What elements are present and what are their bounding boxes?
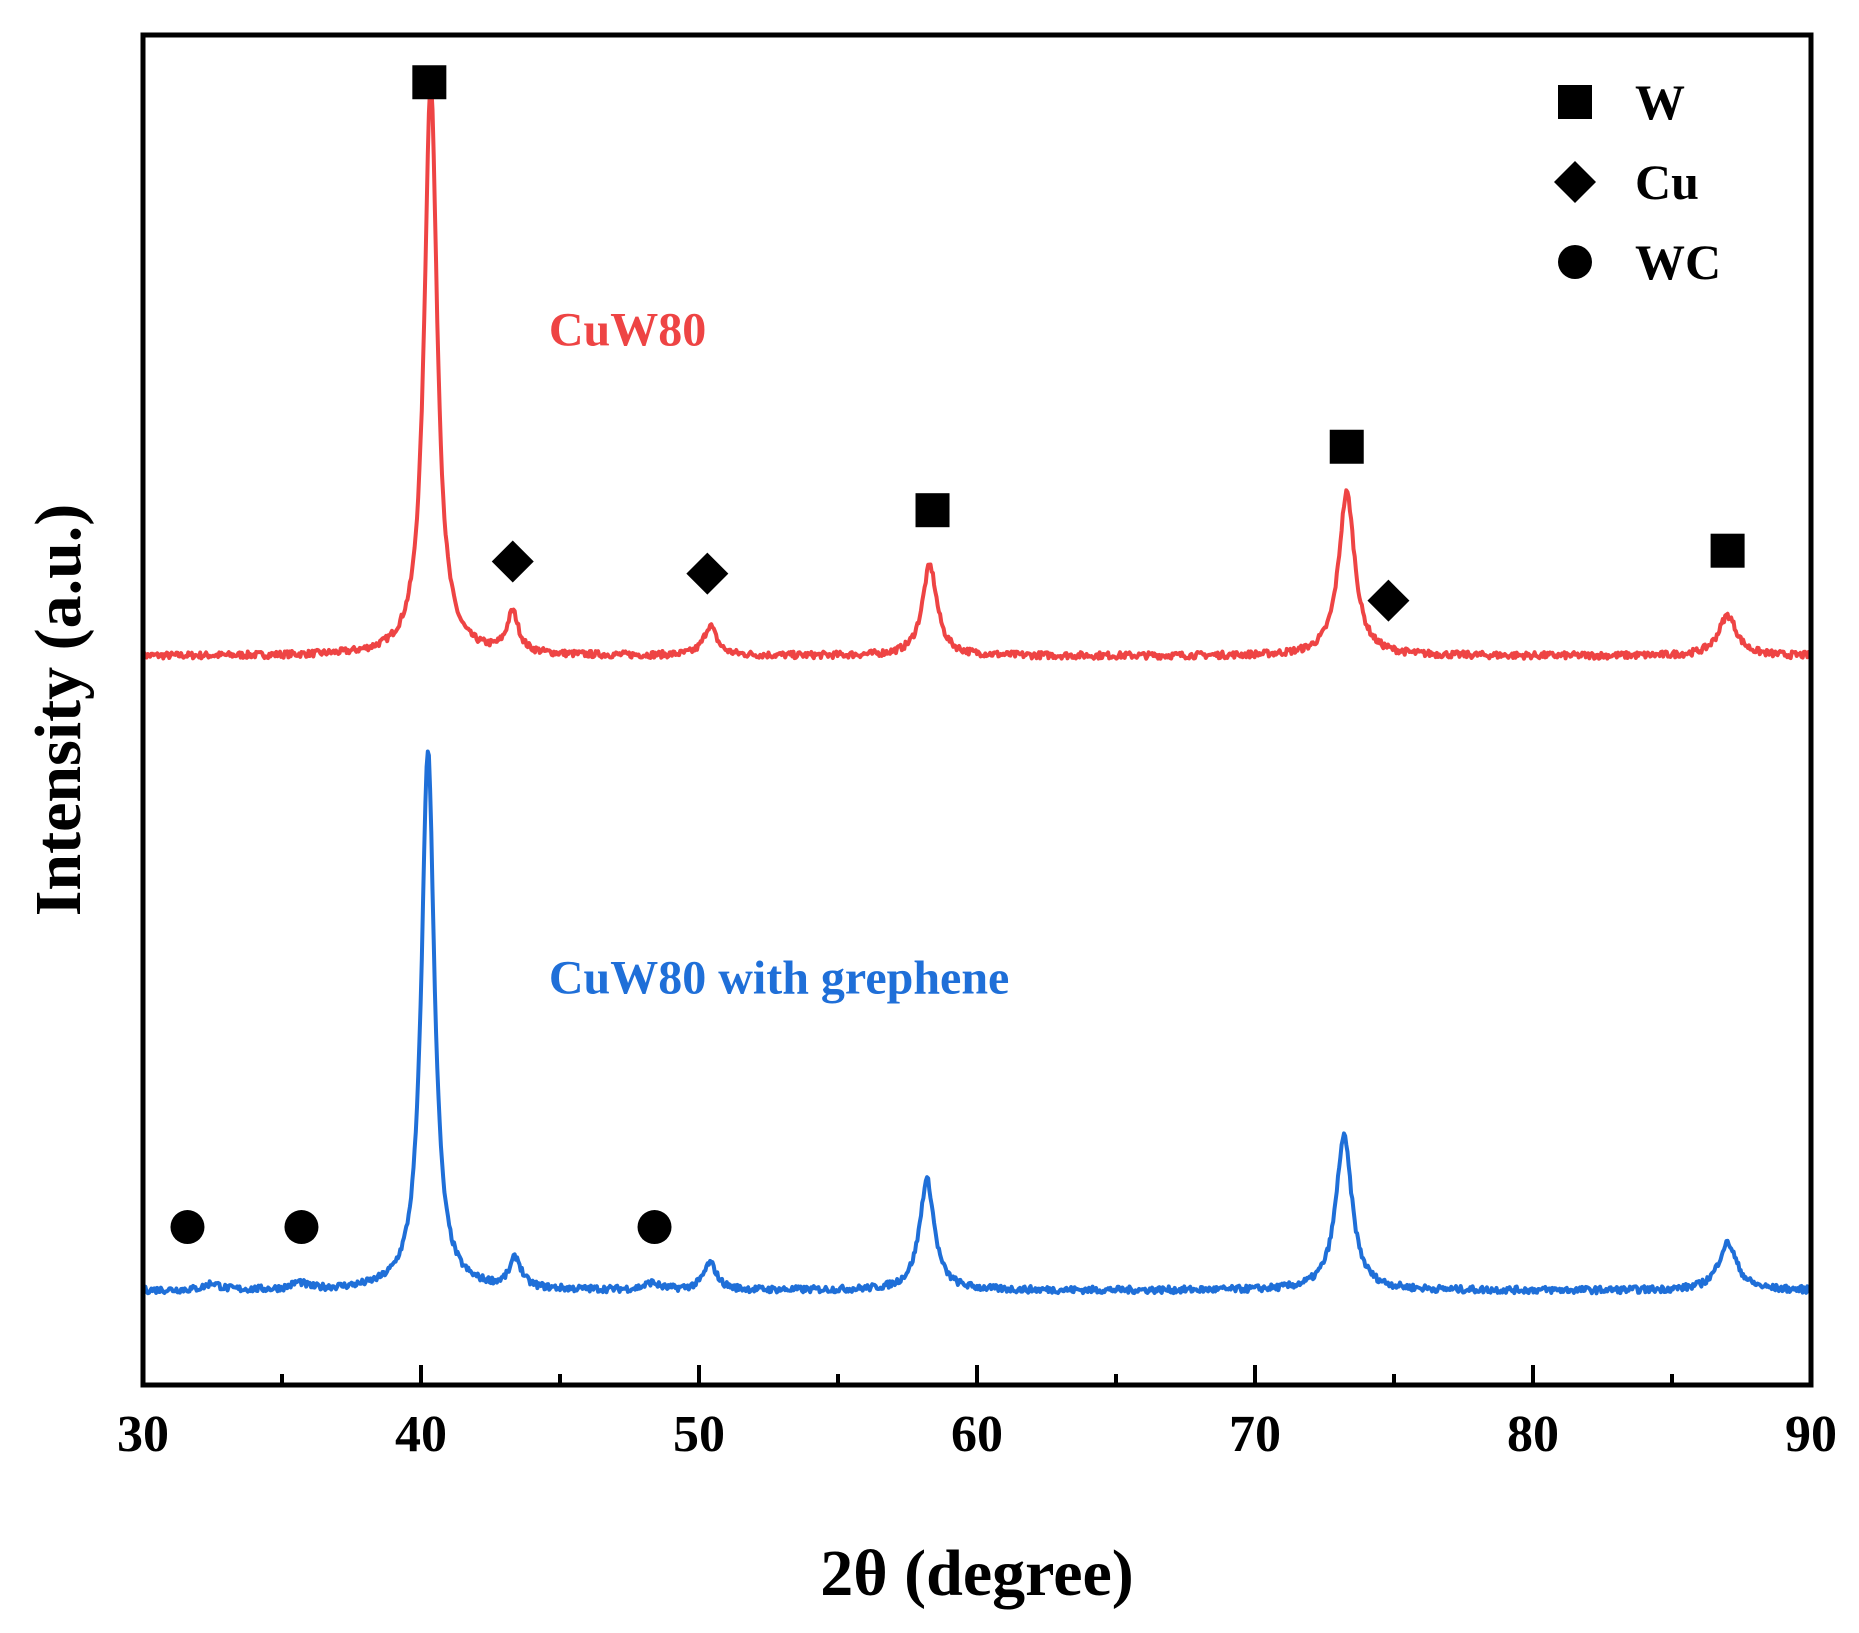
legend-w-label: W [1635, 74, 1685, 130]
x-tick-label: 90 [1785, 1406, 1837, 1463]
x-tick-label: 70 [1229, 1406, 1281, 1463]
plot-area [141, 84, 1813, 1296]
x-tick-label: 30 [117, 1406, 169, 1463]
legend-wc-symbol [1558, 245, 1592, 279]
legend-wc-label: WC [1635, 234, 1721, 290]
phase-marker-wc [637, 1210, 672, 1245]
series-labels: CuW80 CuW80 with grephene [549, 304, 1009, 1005]
phase-marker-cu [491, 540, 534, 583]
plot-frame [140, 32, 1814, 1388]
legend: W Cu WC [1554, 74, 1721, 290]
phase-markers [170, 65, 1745, 1245]
x-tick-label: 60 [951, 1406, 1003, 1463]
series-label: CuW80 with grephene [549, 952, 1009, 1005]
phase-marker-w [1329, 429, 1364, 464]
y-axis-title: Intensity (a.u.) [22, 504, 95, 917]
x-tick-label: 50 [673, 1406, 725, 1463]
x-tick-label: 40 [395, 1406, 447, 1463]
legend-w-symbol [1558, 85, 1592, 119]
phase-marker-cu [1367, 579, 1410, 622]
phase-marker-wc [284, 1210, 319, 1245]
phase-marker-cu [686, 552, 729, 595]
x-axis: 30 40 50 60 70 80 90 [117, 1365, 1837, 1463]
phase-marker-w [915, 493, 950, 528]
series-label: CuW80 [549, 304, 706, 357]
series-line [141, 84, 1812, 661]
series-line [141, 749, 1813, 1296]
x-axis-title: 2θ (degree) [820, 1537, 1134, 1610]
phase-marker-wc [170, 1210, 205, 1245]
legend-cu-label: Cu [1635, 154, 1699, 210]
x-tick-label: 80 [1507, 1406, 1559, 1463]
phase-marker-w [1710, 533, 1745, 568]
phase-marker-w [412, 65, 447, 100]
legend-cu-symbol [1554, 161, 1596, 203]
